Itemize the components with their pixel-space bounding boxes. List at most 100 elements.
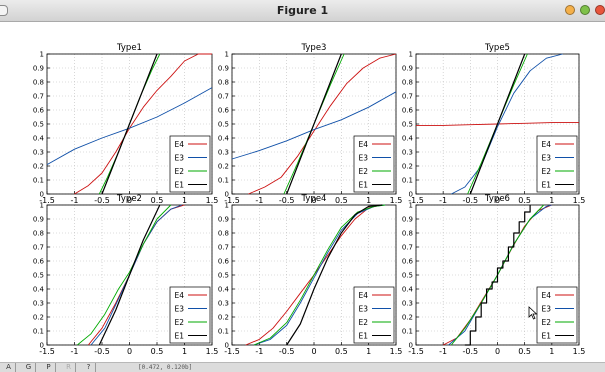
y-tick-label: 0.9 xyxy=(33,65,44,73)
axes-frame xyxy=(46,53,213,195)
window-menu-icon[interactable] xyxy=(0,5,8,16)
x-tick-label: 0.5 xyxy=(335,347,348,356)
y-tick-label: 0.8 xyxy=(33,230,44,238)
x-tick-label: 0 xyxy=(495,347,500,356)
y-tick-label: 0.6 xyxy=(218,258,230,266)
y-tick-label: 0.6 xyxy=(402,258,414,266)
y-tick-label: 0.4 xyxy=(218,135,230,143)
subplot-type3[interactable]: -1.5 -1 -0.5 0 0.5 1 1.5 0 0.1 0.2 0.3 0.4 0.5 0.6 0.7… xyxy=(218,43,403,205)
series-line-e3 xyxy=(90,204,182,346)
legend-label: E4 xyxy=(541,291,551,300)
y-tick-label: 1 xyxy=(409,202,413,210)
x-tick-label: -0.5 xyxy=(463,347,479,356)
x-tick-label: -1 xyxy=(439,196,447,205)
legend-label: E2 xyxy=(174,318,184,327)
x-tick-label: 0.5 xyxy=(151,347,164,356)
y-tick-label: 0.9 xyxy=(402,216,413,224)
maximize-button[interactable] xyxy=(580,5,590,15)
x-tick-label: 1.5 xyxy=(390,196,403,205)
y-tick-label: 0 xyxy=(40,342,44,350)
legend-label: E3 xyxy=(358,305,368,314)
x-tick-label: 1 xyxy=(549,347,554,356)
y-tick-label: 0.6 xyxy=(402,107,414,115)
legend-label: E1 xyxy=(541,181,551,190)
subplot-type5[interactable]: -1.5 -1 -0.5 0 0.5 1 1.5 0 0.1 0.2 0.3 0.4 0.5 0.6 0.7… xyxy=(402,43,586,205)
series-line-e2 xyxy=(77,204,172,346)
mouse-pointer-icon xyxy=(528,306,538,320)
x-tick-label: 0 xyxy=(311,196,316,205)
subplot-type6[interactable]: -1.5 -1 -0.5 0 0.5 1 1.5 0 0.1 0.2 0.3 0.4 0.5 0.6 0.7… xyxy=(402,194,586,356)
legend-label: E4 xyxy=(174,140,184,149)
series-line-e4 xyxy=(74,53,212,195)
y-tick-label: 0.9 xyxy=(402,65,413,73)
x-tick-label: 1.5 xyxy=(390,347,403,356)
y-tick-label: 1 xyxy=(40,202,44,210)
subplot-type4[interactable]: -1.5 -1 -0.5 0 0.5 1 1.5 0 0.1 0.2 0.3 0.4 0.5 0.6 0.7… xyxy=(218,194,403,356)
x-tick-label: 1.5 xyxy=(573,196,586,205)
window-title: Figure 1 xyxy=(276,4,329,17)
minimize-button[interactable] xyxy=(565,5,575,15)
y-tick-label: 0.4 xyxy=(33,286,45,294)
x-tick-label: 1 xyxy=(366,347,371,356)
help-button[interactable]: ? xyxy=(82,363,96,372)
x-tick-label: 1.5 xyxy=(206,196,219,205)
y-tick-label: 0 xyxy=(225,342,229,350)
print-button[interactable]: P xyxy=(42,363,56,372)
y-tick-label: 0.3 xyxy=(402,300,413,308)
legend-label: E4 xyxy=(174,291,184,300)
y-tick-label: 0.8 xyxy=(33,79,44,87)
legend: E4 E3 E2 E1 xyxy=(169,135,211,193)
y-tick-label: 0.3 xyxy=(218,149,229,157)
legend-label: E3 xyxy=(541,154,551,163)
chart-title: Type5 xyxy=(484,43,510,53)
y-tick-label: 0.7 xyxy=(402,244,413,252)
grid-button[interactable]: G xyxy=(22,363,36,372)
y-tick-label: 0.2 xyxy=(218,163,229,171)
x-tick-label: 0.5 xyxy=(335,196,348,205)
y-tick-label: 0.9 xyxy=(33,216,44,224)
legend-label: E2 xyxy=(358,318,368,327)
legend-label: E2 xyxy=(358,167,368,176)
x-tick-label: 1.5 xyxy=(206,347,219,356)
series-line-e1 xyxy=(469,53,526,195)
legend-label: E3 xyxy=(174,154,184,163)
x-tick-label: 0 xyxy=(495,196,500,205)
legend-box xyxy=(353,135,395,193)
x-tick-label: -1.5 xyxy=(224,196,240,205)
status-bar: A G P R ? [0.472, 0.120b] xyxy=(0,362,605,372)
y-tick-label: 0.5 xyxy=(33,121,44,129)
x-tick-label: -1.5 xyxy=(408,347,424,356)
y-tick-label: 0.9 xyxy=(218,65,229,73)
legend: E4 E3 E2 E1 xyxy=(536,286,578,344)
y-tick-label: 0.3 xyxy=(218,300,229,308)
x-tick-label: -0.5 xyxy=(94,347,110,356)
series-line-e1 xyxy=(286,204,383,346)
y-tick-label: 0.4 xyxy=(33,135,45,143)
series-line-e1 xyxy=(98,204,161,346)
legend-label: E4 xyxy=(358,291,368,300)
subplot-type2[interactable]: -1.5 -1 -0.5 0 0.5 1 1.5 0 0.1 0.2 0.3 0.4 0.5 0.6 0.7… xyxy=(33,194,219,356)
y-tick-label: 0.5 xyxy=(218,121,229,129)
legend-label: E2 xyxy=(541,318,551,327)
x-tick-label: 1 xyxy=(182,347,187,356)
y-tick-label: 0.6 xyxy=(218,107,230,115)
y-tick-label: 0.1 xyxy=(218,328,229,336)
subplot-type1[interactable]: -1.5 -1 -0.5 0 0.5 1 1.5 0 0.1 0.2 0.3 0.4 0.5 0.6 0.7… xyxy=(33,43,219,205)
series-line-e2 xyxy=(253,204,386,346)
x-tick-label: -0.5 xyxy=(279,347,295,356)
y-tick-label: 0.5 xyxy=(402,272,413,280)
rotate-button[interactable]: R xyxy=(62,363,76,372)
title-bar: Figure 1 xyxy=(0,0,605,22)
x-tick-label: 0.5 xyxy=(518,347,531,356)
series-line-e1 xyxy=(464,205,531,346)
x-tick-label: 0 xyxy=(127,196,132,205)
x-tick-label: 0 xyxy=(311,347,316,356)
autoscale-button[interactable]: A xyxy=(2,363,16,372)
figure-canvas[interactable]: -1.5 -1 -0.5 0 0.5 1 1.5 0 0.1 0.2 0.3 0.4 0.5 0.6 0.7… xyxy=(0,22,605,362)
series-line-e3 xyxy=(46,87,213,165)
series-line-e4 xyxy=(248,53,397,195)
y-tick-label: 0.1 xyxy=(402,328,413,336)
legend-label: E1 xyxy=(174,181,184,190)
y-tick-label: 0.1 xyxy=(402,177,413,185)
close-button[interactable] xyxy=(595,5,605,15)
